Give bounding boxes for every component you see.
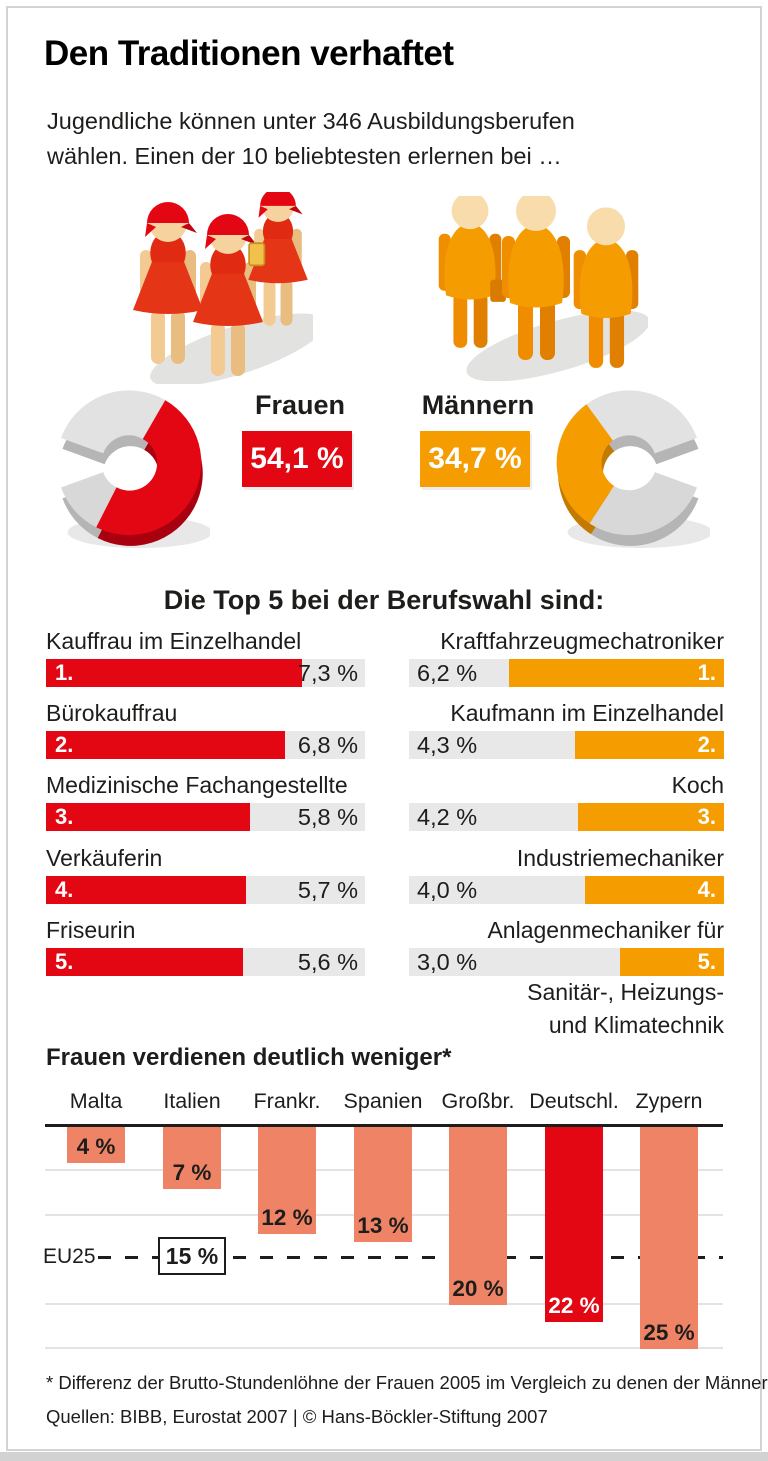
top5-men-row-5: Anlagenmechaniker für 5. 3,0 % Sanitär-,… xyxy=(409,917,724,1042)
top5-men-row-1: Kraftfahrzeugmechatroniker 1. 6,2 % xyxy=(409,628,724,687)
x-tick-label: Großbr. xyxy=(441,1089,515,1113)
bar-value-label: 7 % xyxy=(172,1160,212,1185)
bar-value-label: 4 % xyxy=(76,1134,116,1159)
profession-label: Medizinische Fachangestellte xyxy=(46,772,348,798)
bar-value: 7,3 % xyxy=(297,660,358,686)
subtitle-line-1: Jugendliche können unter 346 Ausbildungs… xyxy=(47,108,575,134)
bar-value: 4,3 % xyxy=(417,732,478,758)
men-figures-icon xyxy=(438,196,648,381)
profession-label: Kauffrau im Einzelhandel xyxy=(46,628,302,654)
profession-label: Bürokauffrau xyxy=(46,700,178,726)
top5-women-bar-5: 5. 5,6 % xyxy=(46,948,365,976)
bar-value: 3,0 % xyxy=(417,949,478,975)
top5-women-bar-3: 3. 5,8 % xyxy=(46,803,365,831)
profession-label-continued: Sanitär-, Heizungs- und Klimatechnik xyxy=(527,979,724,1038)
bar-value-label: 13 % xyxy=(357,1213,409,1238)
top5-women-bar-1: 1. 7,3 % xyxy=(46,659,365,687)
bar-value: 6,2 % xyxy=(417,660,478,686)
profession-label: Koch xyxy=(671,772,724,798)
top5-men-row-2: Kaufmann im Einzelhandel 2. 4,3 % xyxy=(409,700,724,759)
rank-badge: 4. xyxy=(697,877,716,902)
x-tick-label: Frankr. xyxy=(253,1089,321,1113)
bar-value: 5,8 % xyxy=(297,804,358,830)
rank-badge: 3. xyxy=(697,804,716,829)
top5-women-row-3: Medizinische Fachangestellte 3. 5,8 % xyxy=(46,772,365,831)
profession-label: Kraftfahrzeugmechatroniker xyxy=(440,628,724,654)
rank-badge: 3. xyxy=(55,804,74,829)
top5-men-bar-1: 1. 6,2 % xyxy=(409,659,724,687)
gridline-25pct xyxy=(45,1347,723,1349)
top5-women-bar-2: 2. 6,8 % xyxy=(46,731,365,759)
gridline-20pct xyxy=(45,1303,723,1305)
x-tick-label: Spanien xyxy=(343,1089,423,1113)
rank-badge: 1. xyxy=(697,660,716,685)
bar-zypern: 25 % xyxy=(640,1127,698,1349)
profession-label: Verkäuferin xyxy=(46,845,163,871)
chart-baseline xyxy=(45,1124,723,1127)
women-share-value: 54,1 % xyxy=(242,431,352,487)
profession-label: Industriemechaniker xyxy=(516,845,724,871)
bar-value: 5,7 % xyxy=(297,877,358,903)
rank-badge: 5. xyxy=(55,949,74,974)
bar-grossbritannien: 20 % xyxy=(449,1127,507,1305)
women-label: Frauen xyxy=(254,390,346,420)
paygap-bar-chart: Malta Italien Frankr. Spanien Großbr. De… xyxy=(43,1089,723,1355)
top5-men-bar-3: 3. 4,2 % xyxy=(409,803,724,831)
top5-women-bar-4: 4. 5,7 % xyxy=(46,876,365,904)
women-figures-icon xyxy=(133,192,313,384)
x-tick-label: Italien xyxy=(163,1089,221,1113)
paygap-chart-title: Frauen verdienen deutlich weniger* xyxy=(46,1044,452,1071)
bottom-edge-strip xyxy=(0,1452,768,1461)
sources-line: Quellen: BIBB, Eurostat 2007 | © Hans-Bö… xyxy=(46,1406,548,1427)
profession-label: Kaufmann im Einzelhandel xyxy=(450,700,724,726)
profession-label: Friseurin xyxy=(46,917,136,943)
bar-value: 6,8 % xyxy=(297,732,358,758)
top5-men-bar-2: 2. 4,3 % xyxy=(409,731,724,759)
top5-women-row-5: Friseurin 5. 5,6 % xyxy=(46,917,365,976)
bar-malta: 4 % xyxy=(67,1127,125,1163)
men-share-value: 34,7 % xyxy=(420,431,530,487)
eu25-value-box: 15 % xyxy=(158,1237,226,1275)
top5-women-row-1: Kauffrau im Einzelhandel 1. 7,3 % xyxy=(46,628,365,687)
bar-value: 5,6 % xyxy=(297,949,358,975)
women-share-donut-chart xyxy=(61,390,210,549)
bar-deutschland: 22 % xyxy=(545,1127,603,1322)
top5-women-row-2: Bürokauffrau 2. 6,8 % xyxy=(46,700,365,759)
men-share-donut-chart xyxy=(556,390,710,549)
bar-value: 4,2 % xyxy=(417,804,478,830)
x-tick-label: Malta xyxy=(69,1089,123,1113)
bar-value-label: 12 % xyxy=(261,1205,313,1230)
rank-badge: 2. xyxy=(697,732,716,757)
top5-men-row-3: Koch 3. 4,2 % xyxy=(409,772,724,831)
top5-women-row-4: Verkäuferin 4. 5,7 % xyxy=(46,845,365,904)
subtitle-line-2: wählen. Einen der 10 beliebtesten erlern… xyxy=(47,143,562,169)
bar-italien: 7 % xyxy=(163,1127,221,1189)
bar-value: 4,0 % xyxy=(417,877,478,903)
profession-label: Anlagenmechaniker für xyxy=(487,917,724,943)
bar-value-label: 25 % xyxy=(643,1320,695,1345)
bar-value-label: 20 % xyxy=(452,1276,504,1301)
top5-heading: Die Top 5 bei der Berufswahl sind: xyxy=(163,585,605,615)
top5-men-bar-5: 5. 3,0 % xyxy=(409,948,724,976)
x-tick-label: Deutschl. xyxy=(529,1089,619,1113)
page-subtitle: Jugendliche können unter 346 Ausbildungs… xyxy=(47,104,575,174)
bar-spanien: 13 % xyxy=(354,1127,412,1242)
men-label: Männern xyxy=(421,390,535,420)
x-tick-label: Zypern xyxy=(635,1089,703,1113)
top5-men-bar-4: 4. 4,0 % xyxy=(409,876,724,904)
bar-frankreich: 12 % xyxy=(258,1127,316,1234)
bar-value-label: 22 % xyxy=(548,1293,600,1318)
top5-men-row-4: Industriemechaniker 4. 4,0 % xyxy=(409,845,724,904)
rank-badge: 2. xyxy=(55,732,74,757)
footnote: * Differenz der Brutto-Stundenlöhne der … xyxy=(46,1372,768,1393)
rank-badge: 1. xyxy=(55,660,74,685)
rank-badge: 4. xyxy=(55,877,74,902)
eu25-label: EU25 xyxy=(43,1245,96,1268)
rank-badge: 5. xyxy=(697,949,716,974)
page-title: Den Traditionen verhaftet xyxy=(44,34,454,73)
eu25-reference-line xyxy=(98,1256,723,1259)
